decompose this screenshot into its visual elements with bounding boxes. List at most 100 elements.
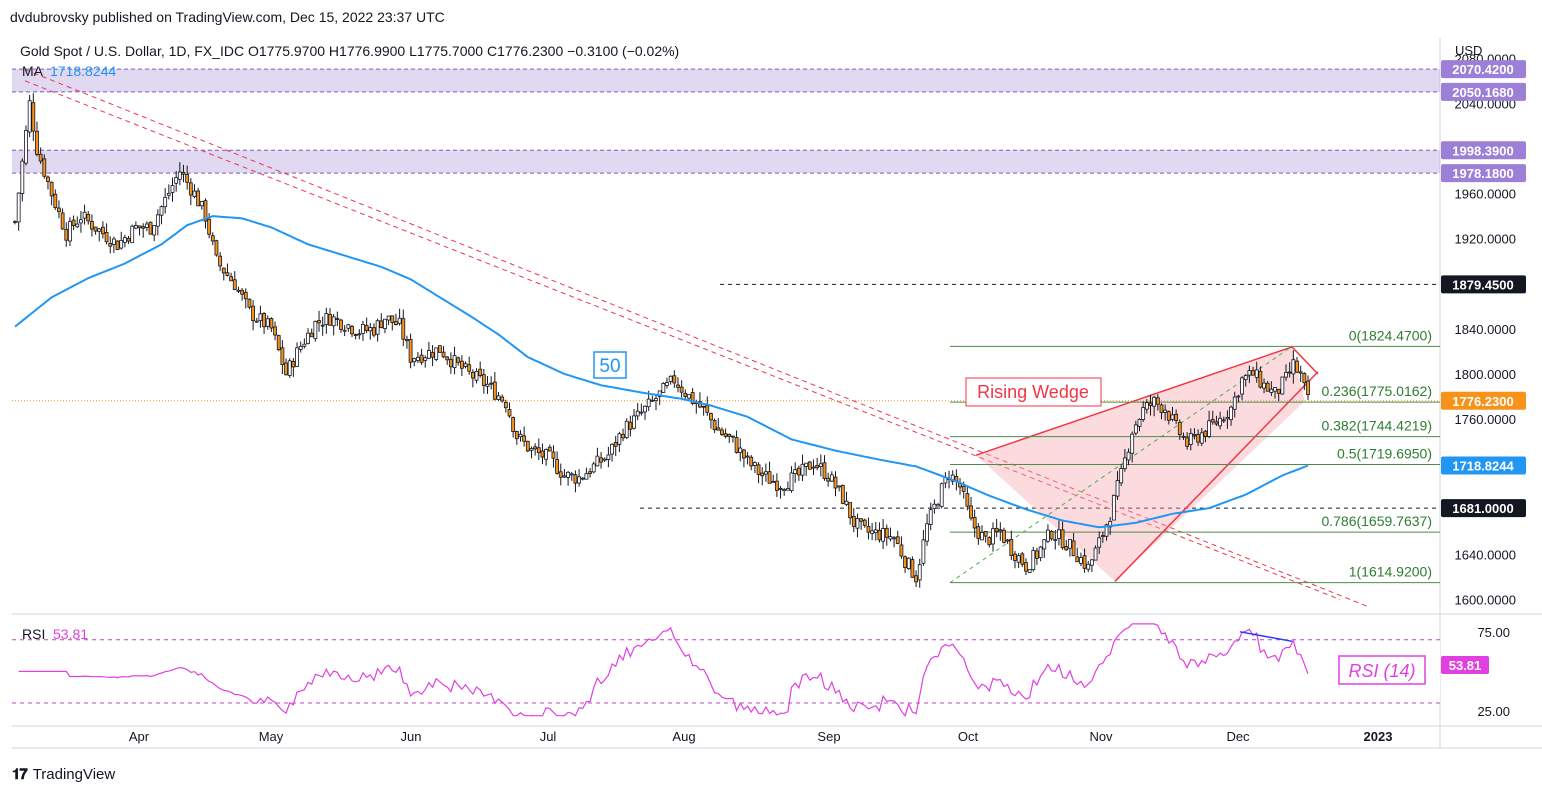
candle-up xyxy=(1247,370,1252,376)
candle-down xyxy=(1024,562,1028,572)
rsi-divergence-line xyxy=(1239,631,1293,643)
candle-up xyxy=(1097,537,1102,548)
candle-up xyxy=(474,370,479,381)
candle-up xyxy=(1144,402,1149,410)
candle-up xyxy=(1038,546,1043,559)
candle-down xyxy=(815,465,820,469)
price-tag: 1681.0000 xyxy=(1441,499,1526,518)
candle-down xyxy=(723,433,728,437)
candle-down xyxy=(214,240,219,256)
rsi-line xyxy=(18,623,1309,717)
y-tick-label: 1760.0000 xyxy=(1455,412,1516,427)
candle-down xyxy=(46,176,50,182)
candle-up xyxy=(452,355,457,369)
candle-up xyxy=(646,398,651,408)
candle-up xyxy=(1031,550,1036,570)
candle-down xyxy=(760,472,765,477)
candle-down xyxy=(1306,380,1310,395)
x-tick-label: May xyxy=(259,729,284,744)
rsi-annotation: RSI (14) xyxy=(1338,655,1426,685)
candle-up xyxy=(932,503,937,509)
candle-down xyxy=(807,461,812,470)
candle-up xyxy=(170,185,175,193)
candle-down xyxy=(650,399,655,402)
candle-down xyxy=(71,219,76,226)
candle-up xyxy=(298,345,303,350)
candle-down xyxy=(108,242,113,247)
candle-up xyxy=(789,472,794,492)
candle-down xyxy=(709,413,713,421)
candle-down xyxy=(727,433,732,437)
price-tag-bg xyxy=(1441,164,1526,183)
candle-up xyxy=(144,223,149,228)
price-tag-label: 1681.0000 xyxy=(1452,501,1513,516)
y-tick-label: 1640.0000 xyxy=(1455,547,1516,562)
candle-down xyxy=(705,405,710,413)
candle-down xyxy=(767,471,772,484)
candle-down xyxy=(1287,371,1292,374)
candle-down xyxy=(848,502,853,519)
candle-down xyxy=(840,485,845,504)
candle-down xyxy=(335,318,340,320)
candle-up xyxy=(687,394,691,399)
candle-down xyxy=(976,526,981,539)
candle-down xyxy=(1221,419,1226,422)
candle-up xyxy=(265,318,270,327)
price-tag-label: 2070.4200 xyxy=(1452,62,1513,77)
candle-up xyxy=(1130,433,1135,454)
candle-up xyxy=(287,360,292,376)
candle-up xyxy=(606,454,611,460)
rsi-level-label: 75.00 xyxy=(1477,625,1510,640)
price-pane xyxy=(12,38,1440,613)
candle-down xyxy=(317,320,321,324)
candle-down xyxy=(672,375,677,384)
candle-up xyxy=(159,206,164,216)
candle-up xyxy=(1100,535,1105,537)
candle-down xyxy=(31,102,36,132)
candle-down xyxy=(1155,397,1160,405)
candle-up xyxy=(1068,539,1072,549)
candle-down xyxy=(983,531,988,537)
candle-down xyxy=(859,518,864,522)
ma-period-label: 50 xyxy=(599,356,620,377)
tradingview-logo-icon[interactable]: 𝟏𝟕 xyxy=(12,765,28,783)
candle-down xyxy=(822,462,827,479)
rsi-legend-value: 53.81 xyxy=(53,626,88,642)
candle-down xyxy=(405,339,409,342)
candle-down xyxy=(522,435,527,442)
candle-up xyxy=(906,557,911,569)
candle-up xyxy=(602,458,607,461)
candle-down xyxy=(379,320,384,329)
candle-up xyxy=(782,489,787,492)
legend-ma-value: 1718.8244 xyxy=(50,63,116,79)
candle-down xyxy=(448,359,453,368)
price-tag: 1879.4500 xyxy=(1441,275,1526,294)
candle-down xyxy=(1159,404,1164,413)
candle-down xyxy=(1265,382,1270,392)
rsi-tag-bg xyxy=(1441,656,1489,674)
candle-down xyxy=(774,480,779,491)
candle-down xyxy=(613,441,618,447)
candle-down xyxy=(1196,434,1201,443)
candle-up xyxy=(1016,555,1021,563)
rsi-legend-label: RSI xyxy=(22,626,45,642)
footer-brand[interactable]: TradingView xyxy=(32,765,116,783)
rising-wedge-label: Rising Wedge xyxy=(977,382,1089,402)
candle-down xyxy=(441,351,446,358)
candle-up xyxy=(20,160,25,194)
candle-up xyxy=(342,329,347,332)
candle-down xyxy=(115,240,120,250)
candle-down xyxy=(551,451,556,459)
candle-up xyxy=(1115,480,1120,497)
candle-up xyxy=(917,564,922,581)
candle-down xyxy=(712,420,717,431)
candle-up xyxy=(991,528,995,545)
candle-down xyxy=(1258,370,1263,388)
resistance-zone xyxy=(12,69,1440,92)
candle-up xyxy=(130,225,135,244)
candle-down xyxy=(969,505,973,519)
candle-down xyxy=(35,130,39,155)
candle-down xyxy=(1181,435,1186,438)
candle-up xyxy=(383,318,387,330)
